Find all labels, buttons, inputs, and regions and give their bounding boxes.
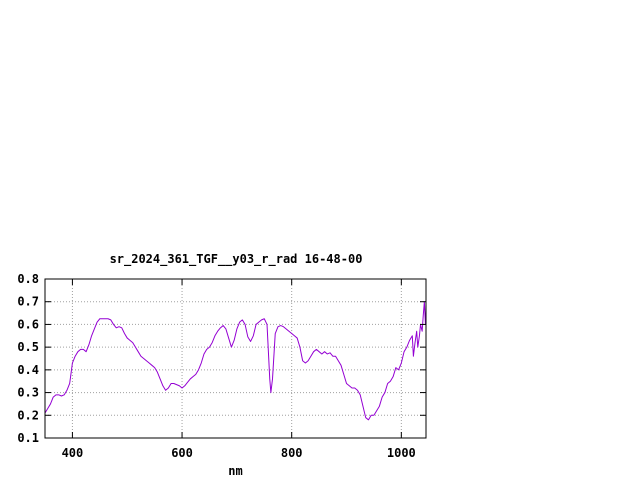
series-layer [44,301,427,421]
y-tick-label: 0.4 [17,363,39,377]
y-tick-label: 0.1 [17,431,39,445]
x-tick-label: 600 [171,446,193,460]
series-line [44,301,427,421]
grid [45,279,426,438]
y-tick-label: 0.8 [17,272,39,286]
y-tick-label: 0.2 [17,408,39,422]
x-tick-label: 800 [281,446,303,460]
x-tick-label: 400 [62,446,84,460]
y-tick-label: 0.6 [17,317,39,331]
tick-labels: 0.1 0.2 0.3 0.4 0.5 0.6 0.7 0.8 400 600 800 1000 [17,272,415,460]
x-tick-label: 1000 [387,446,416,460]
plot-frame [44,278,427,439]
y-tick-label: 0.7 [17,295,39,309]
y-tick-label: 0.5 [17,340,39,354]
chart-title: sr_2024_361_TGF__y03_r_rad 16-48-00 [110,252,363,267]
y-tick-label: 0.3 [17,386,39,400]
plot-border [44,278,427,439]
x-axis-label: nm [228,464,242,478]
